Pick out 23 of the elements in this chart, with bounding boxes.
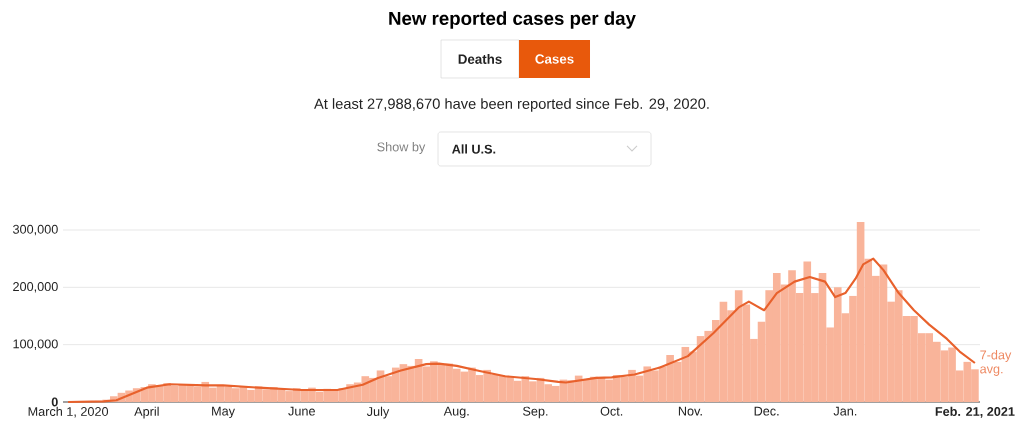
x-tick-label: Nov.	[678, 406, 702, 416]
chart-title: New reported cases per day	[389, 11, 636, 29]
chart-subtitle: At least 27,988,670 have been reported since Feb. 29, 2020.	[314, 98, 709, 112]
x-tick-label: March 1, 2020	[28, 406, 109, 418]
y-tick-label: 100,000	[13, 339, 58, 350]
x-tick-label: July	[366, 406, 390, 419]
text: Show by	[377, 142, 426, 154]
series-label: 7-day avg.	[980, 350, 1012, 376]
x-tick-label: Oct.	[600, 406, 623, 416]
text: All U.S.	[452, 144, 496, 154]
text: Cases	[535, 54, 574, 64]
x-tick-label: Sep.	[523, 406, 548, 419]
x-tick-label: Aug.	[443, 406, 469, 419]
x-tick-label: Jan.	[833, 406, 857, 416]
x-tick-label: June	[288, 406, 315, 416]
y-tick-label: 200,000	[13, 282, 58, 293]
x-tick-label: Feb. 21, 2021	[935, 406, 1015, 418]
x-tick-label: May	[212, 406, 235, 419]
text: Deaths	[458, 54, 502, 64]
x-tick-label: April	[134, 406, 159, 419]
y-tick-label: 300,000	[12, 224, 58, 236]
y-tick-label: 0	[51, 397, 58, 407]
x-tick-label: Dec.	[754, 406, 779, 416]
